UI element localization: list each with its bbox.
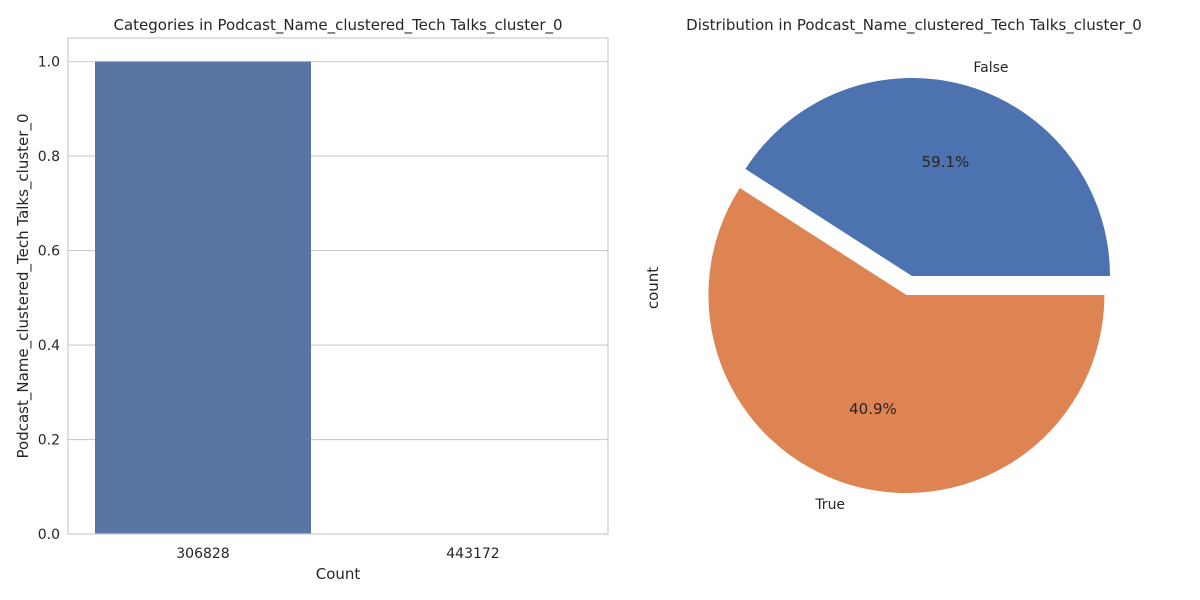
pie-slice-false xyxy=(745,77,1110,276)
pie-slice-true xyxy=(708,187,1105,493)
pie-slices xyxy=(708,77,1110,493)
bar-x-tick-label: 306828 xyxy=(176,546,229,562)
pie-slice-label: False xyxy=(973,60,1008,76)
pie-labels: False 59.1% True 40.9% xyxy=(814,60,1008,513)
bar-x-tick-labels: 306828 443172 xyxy=(176,546,499,562)
bar-y-axis-label: Podcast_Name_clustered_Tech Talks_cluste… xyxy=(14,114,33,459)
bar-y-tick-label: 0.4 xyxy=(38,338,60,354)
pie-slice-label: True xyxy=(814,497,845,513)
bar-306828 xyxy=(95,61,311,534)
bar-y-tick-label: 0.8 xyxy=(38,149,60,165)
pie-y-axis-label: count xyxy=(644,267,662,309)
bar-y-tick-label: 0.6 xyxy=(38,244,60,260)
pie-chart: False 59.1% True 40.9% Distribution in Podc… xyxy=(644,16,1142,513)
bar-y-tick-labels: 0.0 0.2 0.4 0.6 0.8 1.0 xyxy=(38,55,60,543)
bar-y-tick-label: 0.0 xyxy=(38,527,60,543)
bar-x-axis-label: Count xyxy=(316,565,361,583)
pie-percent-label: 40.9% xyxy=(849,400,897,418)
pie-chart-title: Distribution in Podcast_Name_clustered_T… xyxy=(686,16,1142,35)
pie-percent-label: 59.1% xyxy=(922,153,970,171)
bar-plot-frame xyxy=(67,37,609,535)
bar-y-tick-label: 0.2 xyxy=(38,433,60,449)
bar-y-tick-label: 1.0 xyxy=(38,55,60,71)
bar-marks xyxy=(95,61,311,534)
bar-chart: 0.0 0.2 0.4 0.6 0.8 1.0 306828 443172 Categori… xyxy=(14,16,609,583)
bar-chart-title: Categories in Podcast_Name_clustered_Tec… xyxy=(113,16,562,35)
bar-x-tick-label: 443172 xyxy=(446,546,499,562)
